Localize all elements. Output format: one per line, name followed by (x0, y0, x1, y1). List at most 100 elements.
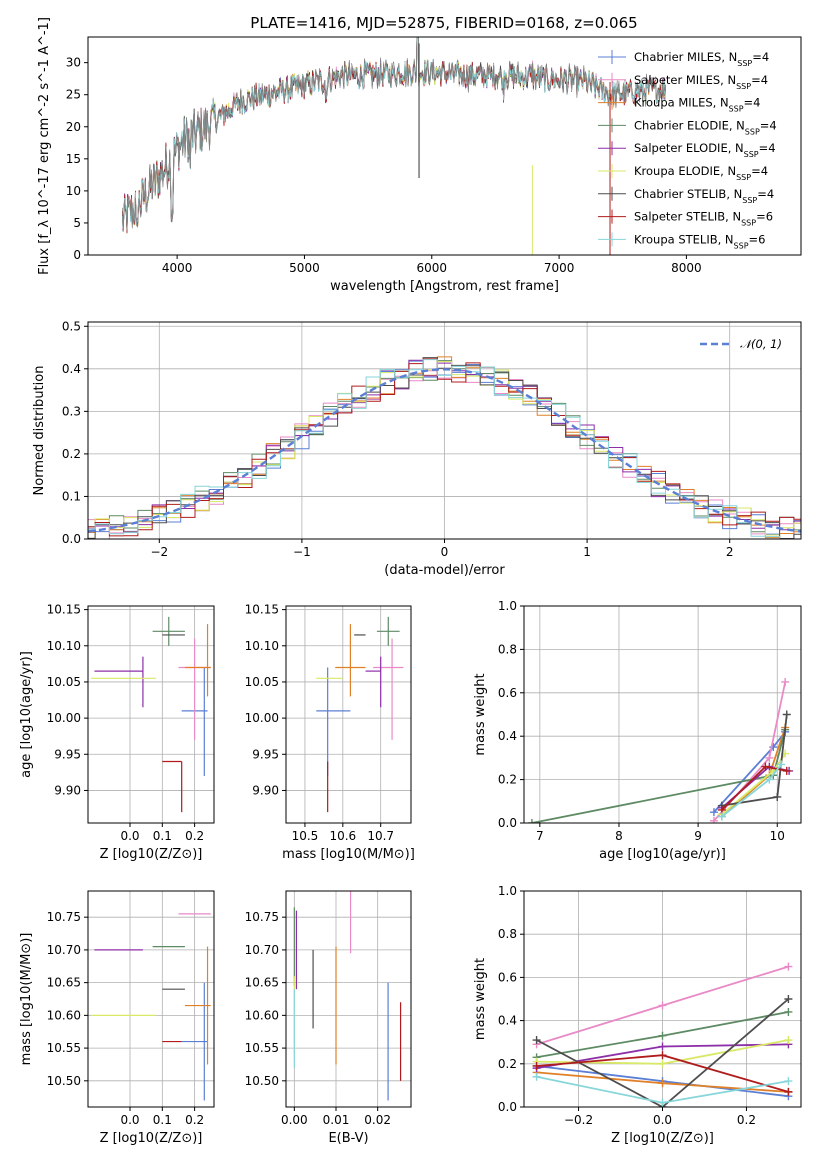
x-tick-label: 5000 (289, 261, 320, 275)
weight-marker (784, 1007, 793, 1016)
plot-area (316, 616, 404, 813)
y-tick-label: 9.95 (252, 747, 279, 761)
x-tick-label: 0 (441, 545, 449, 559)
plot-area (532, 962, 793, 1107)
y-axis-label: Normed distribution (32, 366, 47, 496)
x-tick-label: 0.1 (153, 829, 172, 843)
x-tick-label: 0.01 (323, 1113, 350, 1127)
histogram-step (88, 360, 801, 533)
y-tick-label: 10.15 (245, 603, 279, 617)
y-tick-label: 0.6 (498, 686, 517, 700)
y-tick-label: 10.00 (47, 711, 81, 725)
legend-entry: Kroupa STELIB, NSSP=6 (634, 232, 765, 250)
y-tick-label: 0.2 (62, 447, 81, 461)
y-tick-label: 10.70 (245, 943, 279, 957)
x-axis-label: Z [log10(Z/Z⊙)] (100, 847, 203, 862)
x-tick-label: 0.00 (281, 1113, 308, 1127)
plot-area (88, 356, 801, 539)
weight-marker (784, 962, 793, 971)
y-tick-label: 10 (66, 184, 81, 198)
weight-marker (782, 710, 791, 719)
x-tick-label: 4000 (162, 261, 193, 275)
y-tick-label: 20 (66, 120, 81, 134)
x-tick-label: 6000 (416, 261, 447, 275)
y-tick-label: 9.95 (54, 747, 81, 761)
legend-entry: 𝒩(0, 1) (740, 337, 782, 351)
legend-entry: Chabrier STELIB, NSSP=4 (634, 187, 774, 205)
weight-marker (532, 1072, 541, 1081)
y-tick-label: 10.75 (47, 910, 81, 924)
plot-area (122, 37, 666, 255)
x-tick-label: 7 (536, 829, 544, 843)
y-tick-label: 0.8 (498, 642, 517, 656)
legend-entry: Kroupa ELODIE, NSSP=4 (634, 164, 768, 182)
y-tick-label: 9.90 (54, 783, 81, 797)
y-tick-label: 0.0 (498, 1100, 517, 1114)
y-axis-label: age [log10(age/yr)] (19, 651, 34, 778)
plot-area (527, 677, 794, 823)
weight-marker (782, 766, 791, 775)
plot-area (91, 913, 211, 1101)
y-tick-label: 0.3 (62, 404, 81, 418)
x-axis-label: Z [log10(Z/Z⊙)] (100, 1131, 203, 1146)
weight-marker (532, 1061, 541, 1070)
y-tick-label: 10.15 (47, 603, 81, 617)
y-tick-label: 10.60 (245, 1008, 279, 1022)
y-axis-label: mass weight (473, 958, 488, 1040)
x-tick-label: 0.0 (120, 829, 139, 843)
x-tick-label: 0.0 (653, 1113, 672, 1127)
x-tick-label: 1 (583, 545, 591, 559)
weight-marker (784, 1087, 793, 1096)
axes-frame (285, 890, 412, 1108)
legend-entry: Salpeter MILES, NSSP=4 (634, 73, 768, 91)
y-tick-label: 0.8 (498, 927, 517, 941)
y-tick-label: 0.4 (62, 362, 81, 376)
y-axis-label: mass weight (473, 673, 488, 755)
y-tick-label: 1.0 (498, 599, 517, 613)
weight-marker (773, 792, 782, 801)
y-tick-label: 10.75 (245, 910, 279, 924)
x-tick-label: 8000 (671, 261, 702, 275)
weight-marker (761, 762, 770, 771)
x-tick-label: 8 (615, 829, 623, 843)
y-tick-label: 10.05 (245, 675, 279, 689)
panel-weight_vs_Z: −0.2 0.0 0.2 0.0 0.2 0.4 0.6 0.8 1.0 Z [log10(Z/Z… (473, 884, 802, 1146)
weight-marker (658, 1031, 667, 1040)
x-axis-label: E(B-V) (328, 1131, 368, 1146)
y-tick-label: 10.10 (245, 639, 279, 653)
x-tick-label: 10.6 (329, 829, 356, 843)
y-tick-label: 10.50 (47, 1074, 81, 1088)
y-tick-label: 10.10 (47, 639, 81, 653)
weight-marker (658, 1079, 667, 1088)
x-tick-label: −0.2 (564, 1113, 593, 1127)
y-tick-label: 10.70 (47, 943, 81, 957)
x-axis-label: (data-model)/error (384, 563, 505, 578)
data-spectrum-line (122, 37, 666, 231)
legend-entry: Salpeter ELODIE, NSSP=4 (634, 141, 776, 159)
weight-marker (709, 808, 718, 817)
y-tick-label: 9.90 (252, 783, 279, 797)
x-tick-label: 0.2 (185, 1113, 204, 1127)
y-tick-label: 25 (66, 88, 81, 102)
x-axis-label: age [log10(age/yr)] (599, 847, 726, 862)
x-tick-label: 0.02 (364, 1113, 391, 1127)
x-axis-label: Z [log10(Z/Z⊙)] (611, 1131, 714, 1146)
y-tick-label: 10.50 (245, 1074, 279, 1088)
y-tick-label: 30 (66, 56, 81, 70)
axes-frame (87, 36, 802, 256)
y-tick-label: 0.6 (498, 970, 517, 984)
x-tick-label: 10.7 (367, 829, 394, 843)
panel-age_vs_mass: 10.5 10.6 10.7 9.90 9.95 10.00 10.05 10.10 10.15… (245, 603, 415, 862)
y-tick-label: 0.0 (498, 816, 517, 830)
y-tick-label: 10.55 (47, 1041, 81, 1055)
x-tick-label: 0.0 (120, 1113, 139, 1127)
weight-marker (658, 1059, 667, 1068)
histogram-step (88, 359, 801, 539)
y-tick-label: 0.4 (498, 1014, 517, 1028)
weight-marker (709, 816, 718, 823)
weight-marker (658, 1098, 667, 1107)
y-tick-label: 10.65 (47, 976, 81, 990)
panel-mass_vs_EBV: 0.00 0.01 0.02 10.50 10.55 10.60 10.65 10.70 10.… (245, 890, 412, 1146)
y-axis-label: mass [log10(M/M⊙)] (19, 933, 34, 1066)
plot-area (293, 891, 402, 1101)
